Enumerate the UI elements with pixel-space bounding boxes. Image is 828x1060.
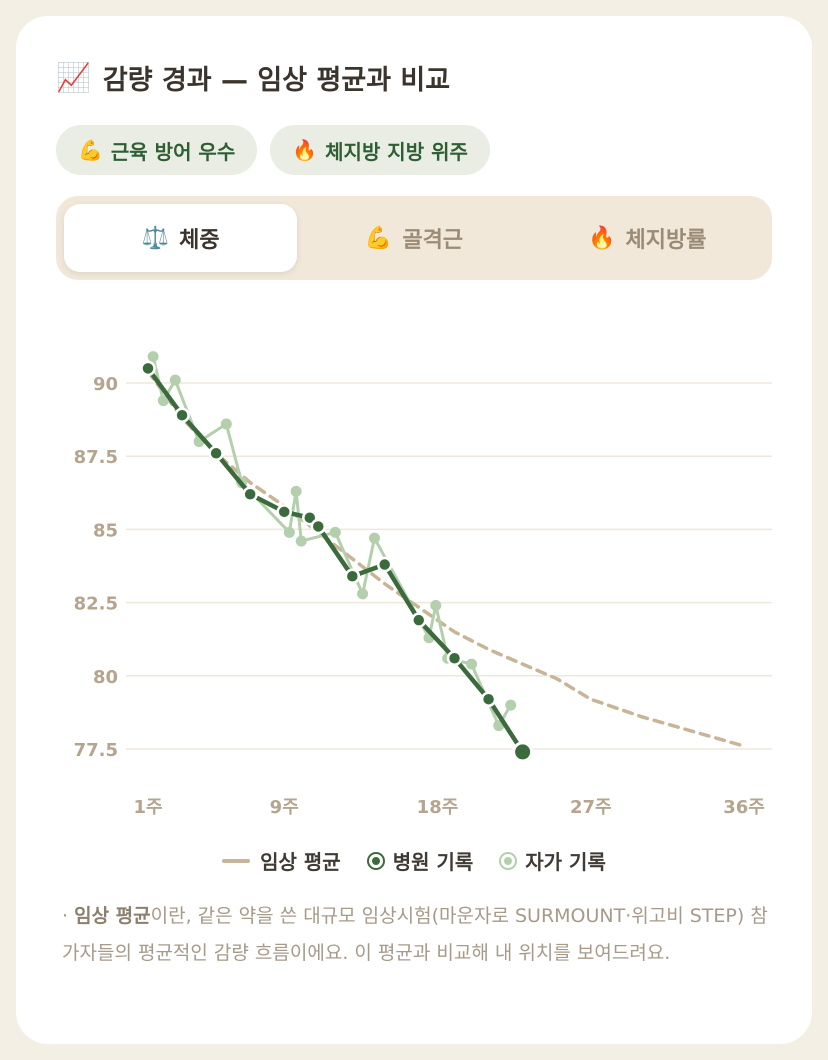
tab-skeletal-muscle[interactable]: 💪 골격근 [297, 204, 530, 272]
hospital-record-point [480, 691, 497, 707]
self-record-point [157, 395, 169, 407]
badge-muscle-defense: 💪 근육 방어 우수 [56, 125, 258, 175]
self-record-point [430, 600, 442, 612]
legend-label: 병원 기록 [392, 850, 474, 874]
dark-dot-swatch [368, 853, 383, 868]
card-title-text: 감량 경과 — 임상 평균과 비교 [102, 65, 451, 96]
x-tick-label: 36주 [723, 797, 765, 818]
tab-body-fat[interactable]: 🔥 체지방률 [531, 204, 764, 272]
fire-icon: 🔥 [588, 225, 616, 251]
badge-label: 근육 방어 우수 [110, 139, 236, 164]
hospital-record-point [276, 504, 292, 520]
muscle-icon: 💪 [364, 225, 393, 251]
hospital-record-point [376, 556, 393, 573]
hospital-record-point [208, 445, 224, 462]
fire-icon: 🔥 [292, 138, 318, 162]
clinical-average-note: · 임상 평균이란, 같은 약을 쓴 대규모 임상시험(마운자로 SURMOUN… [62, 905, 768, 964]
x-tick-label: 27주 [570, 797, 612, 818]
self-record-point [466, 658, 478, 670]
self-record-point [329, 526, 341, 538]
y-tick-label: 82.5 [74, 594, 118, 615]
metric-tabs: ⚖️ 체중 💪 골격근 🔥 체지방률 [56, 196, 772, 280]
hospital-record-point [242, 486, 258, 503]
x-tick-label: 18주 [417, 797, 459, 818]
self-record-point [505, 699, 517, 711]
legend-item-self-record: 자가 기록 [501, 846, 606, 875]
self-record-point [283, 526, 295, 538]
hospital-record-point [174, 407, 190, 423]
chart-trend-icon: 📈 [56, 61, 91, 94]
self-record-line [151, 356, 512, 728]
y-tick-label: 77.5 [74, 740, 118, 761]
y-tick-label: 85 [93, 520, 118, 541]
dashed-line-swatch [222, 858, 251, 863]
self-record-point [220, 418, 232, 430]
x-tick-label: 1주 [133, 797, 162, 818]
tab-label: 체지방률 [625, 228, 707, 253]
self-record-point [295, 535, 307, 547]
legend-label: 임상 평균 [260, 850, 341, 874]
legend-item-hospital-record: 병원 기록 [368, 846, 474, 875]
self-record-point [147, 351, 159, 363]
self-record-point [368, 532, 380, 544]
card-title: 📈 감량 경과 — 임상 평균과 비교 [56, 58, 450, 97]
muscle-icon: 💪 [78, 138, 103, 162]
y-tick-label: 90 [93, 374, 118, 395]
hospital-record-point [411, 612, 427, 628]
badge-row: 💪 근육 방어 우수 🔥 체지방 지방 위주 [56, 125, 490, 175]
tab-label: 체중 [179, 228, 220, 253]
chart-legend: 임상 평균 병원 기록 자가 기록 [16, 846, 812, 875]
hospital-record-point [310, 518, 327, 535]
tab-weight[interactable]: ⚖️ 체중 [64, 204, 298, 272]
scale-icon: ⚖️ [141, 225, 170, 251]
self-record-point [357, 588, 369, 600]
light-dot-swatch [501, 853, 516, 868]
note-text: 이란, 같은 약을 쓴 대규모 임상시험(마운자로 SURMOUNT·위고비 S… [62, 905, 768, 964]
badge-label: 체지방 지방 위주 [325, 139, 468, 164]
legend-item-clinical-average: 임상 평균 [222, 846, 341, 875]
clinical-average-line [146, 369, 746, 748]
y-tick-label: 80 [93, 667, 118, 688]
hospital-record-point [446, 650, 463, 666]
weight-progress-card: 📈 감량 경과 — 임상 평균과 비교 💪 근육 방어 우수 🔥 체지방 지방 … [16, 16, 812, 1044]
note-bold-term: 임상 평균 [74, 905, 151, 927]
self-record-point [169, 374, 181, 386]
tab-label: 골격근 [402, 228, 464, 253]
hospital-record-point [344, 568, 361, 584]
y-tick-label: 87.5 [74, 447, 118, 468]
badge-fat-loss: 🔥 체지방 지방 위주 [270, 125, 490, 175]
hospital-record-latest-point [512, 741, 534, 763]
x-tick-label: 9주 [270, 797, 299, 818]
self-record-point [290, 485, 302, 497]
hospital-record-point [140, 360, 156, 377]
weight-line-chart: 90 87.5 85 82.5 80 77.5 1주 9주 18주 27주 36주 [74, 351, 772, 818]
hospital-record-line [146, 367, 525, 754]
legend-label: 자가 기록 [525, 850, 606, 874]
